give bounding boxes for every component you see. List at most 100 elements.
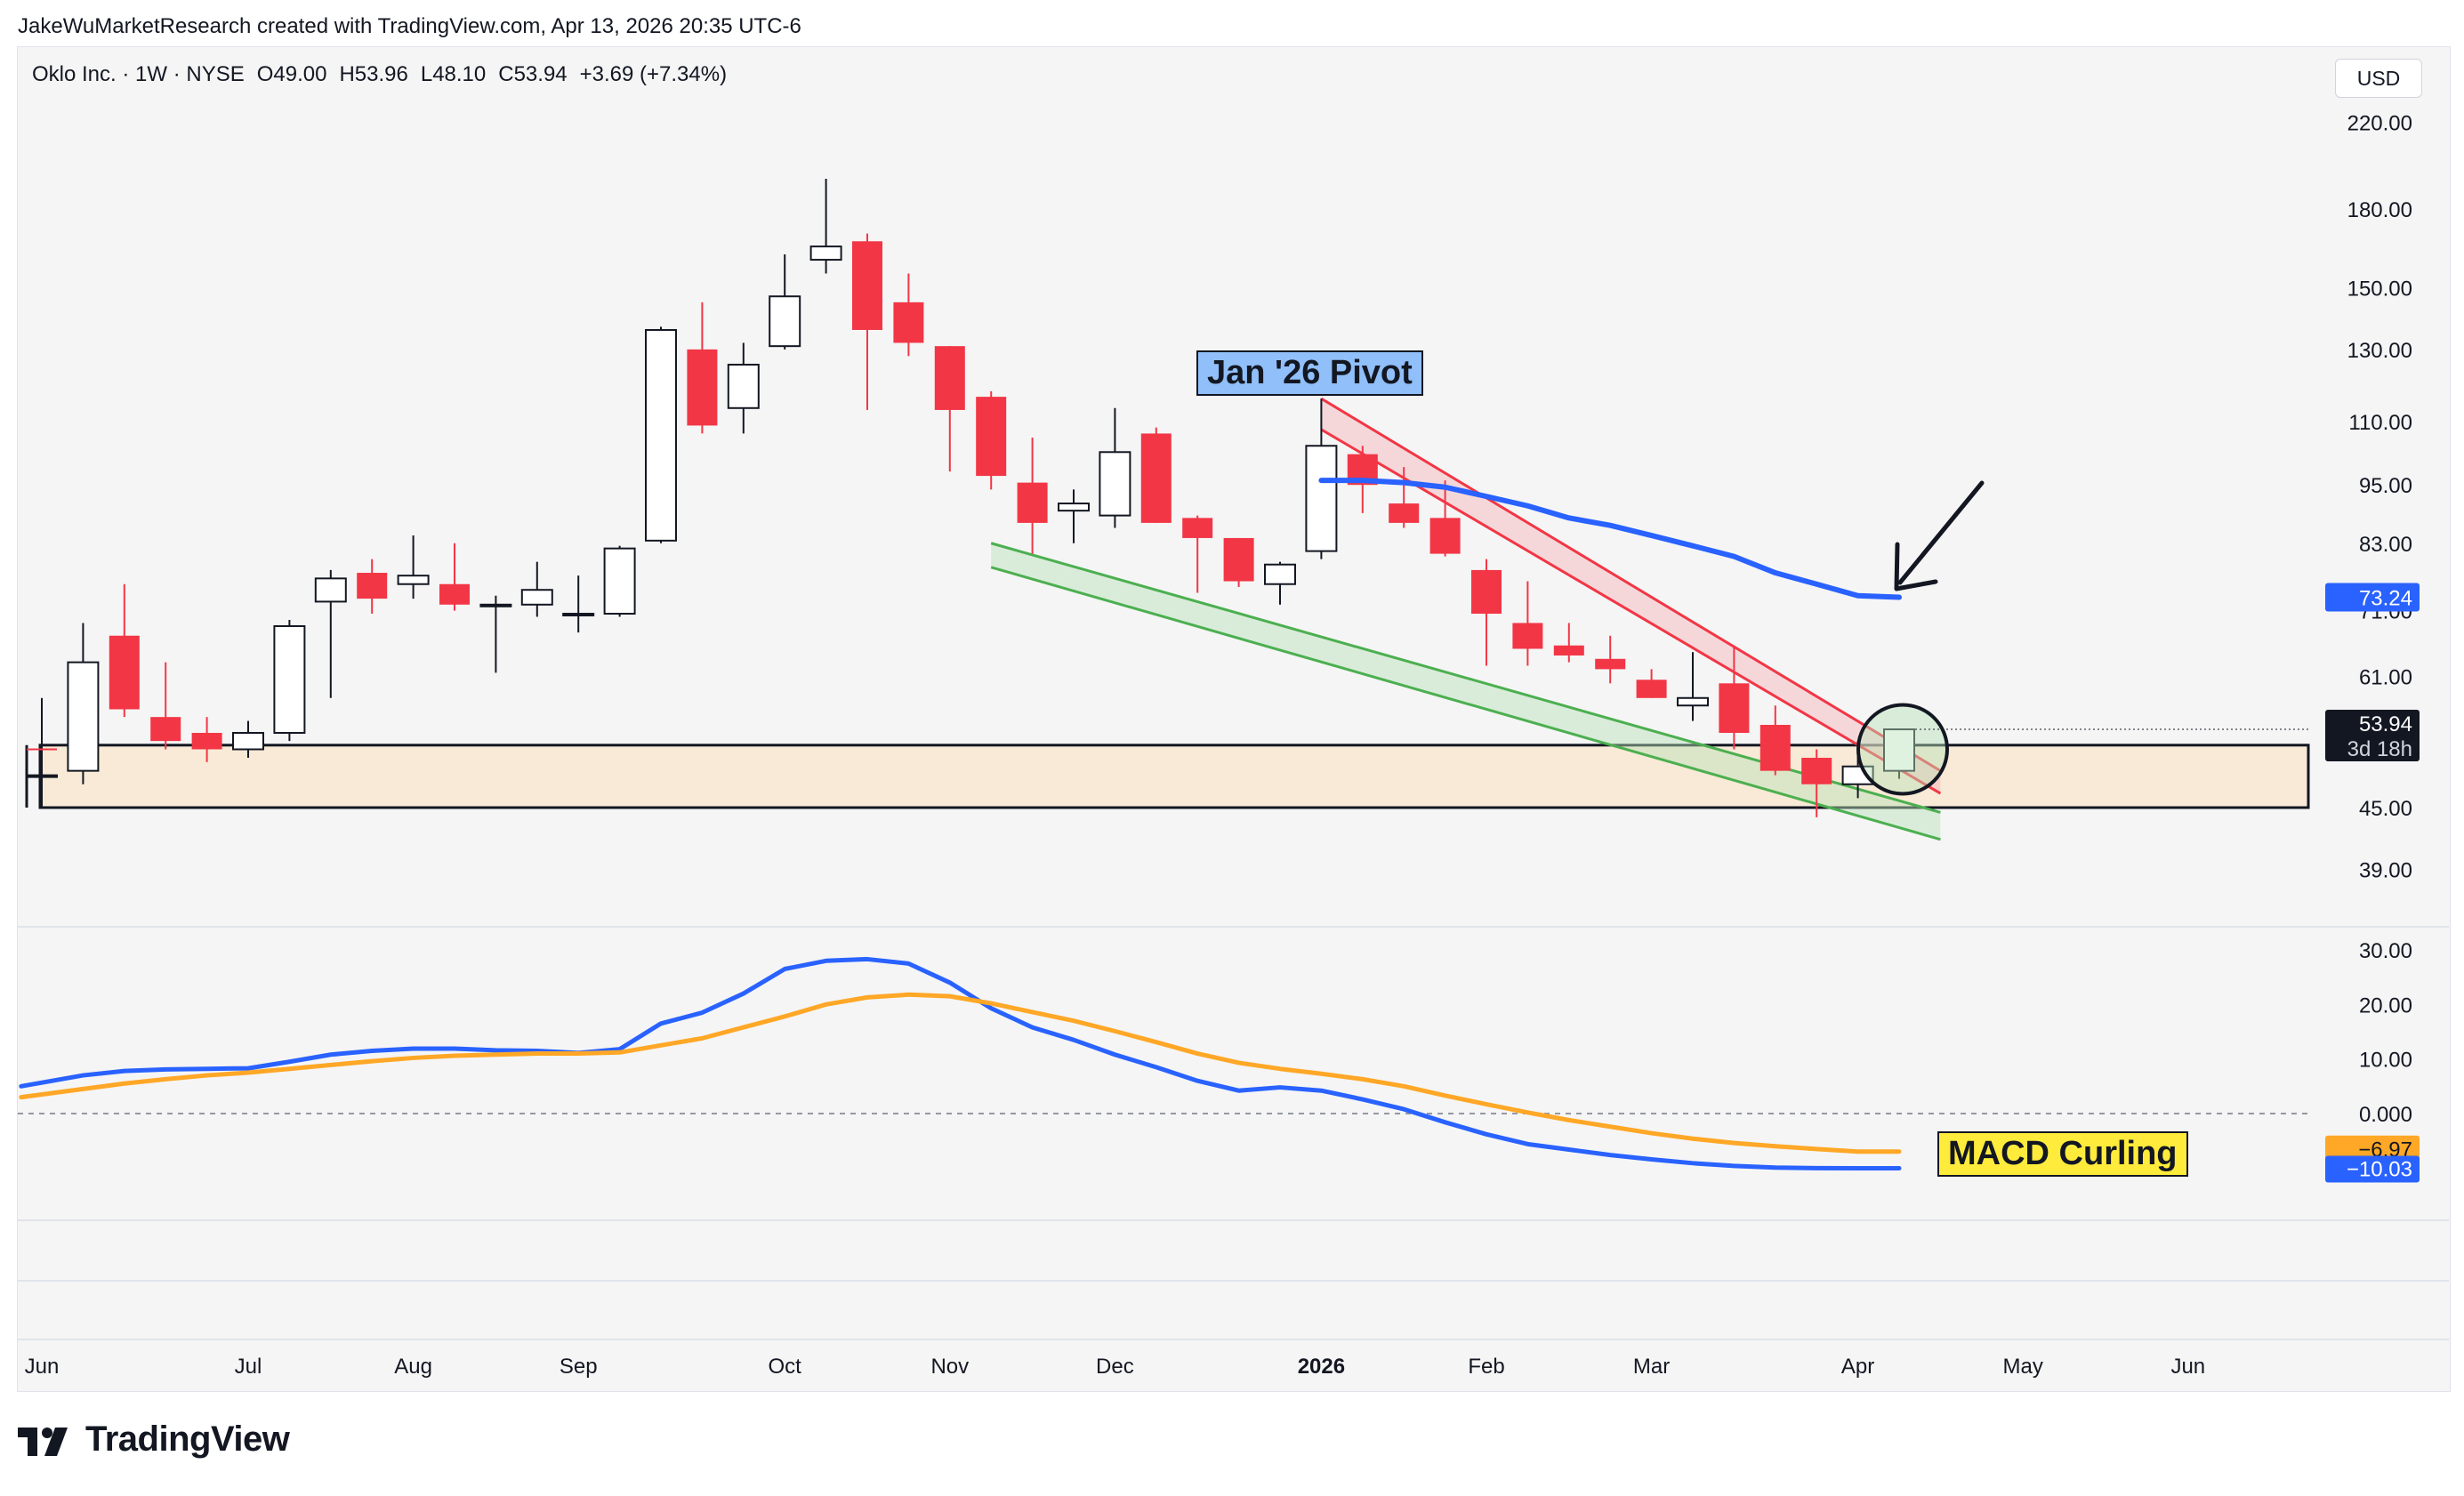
- candle-body: [191, 732, 222, 750]
- price-axis-tick: 130.00: [2347, 339, 2412, 363]
- support-zone-layer: [25, 744, 2310, 809]
- candle-body: [232, 731, 264, 751]
- candle: [1140, 427, 1172, 523]
- bar-countdown-text: 3d 18h: [2347, 737, 2412, 761]
- channel-layer: [990, 397, 1942, 841]
- legend-low: L48.10: [420, 62, 487, 86]
- candle: [191, 717, 222, 762]
- candle-body: [1512, 623, 1543, 649]
- candle: [976, 390, 1007, 490]
- candle-body: [1801, 758, 1832, 784]
- candle: [562, 575, 595, 633]
- candle: [232, 720, 264, 759]
- candle-body: [976, 397, 1007, 477]
- candle-body: [273, 624, 306, 734]
- candle: [687, 302, 718, 434]
- candle: [150, 662, 181, 750]
- support-zone: [38, 744, 2310, 809]
- time-axis-tick: Apr: [1841, 1355, 1874, 1379]
- chart-credit: JakeWuMarketResearch created with Tradin…: [18, 14, 801, 38]
- candle-body: [1140, 433, 1172, 523]
- candle-body: [67, 661, 100, 772]
- candle-body: [687, 349, 718, 426]
- price-axis-tick: 61.00: [2359, 665, 2412, 689]
- candle: [1017, 437, 1048, 554]
- legend-change: +3.69 (+7.34%): [579, 62, 728, 86]
- candle-body: [1429, 518, 1461, 554]
- candle: [1182, 515, 1213, 593]
- time-axis-tick: 2026: [1298, 1355, 1345, 1379]
- candle: [26, 697, 58, 808]
- signal-line: [19, 992, 1902, 1154]
- time-axis-tick: Oct: [769, 1355, 802, 1379]
- candle: [520, 561, 553, 617]
- candle-body: [1389, 503, 1420, 523]
- candle: [1471, 559, 1502, 666]
- candle-body: [150, 717, 181, 742]
- moving-average-layer: [1318, 478, 1902, 600]
- price-axis-tick: 220.00: [2347, 111, 2412, 135]
- green-channel-fill: [991, 543, 1941, 840]
- candle-body: [727, 363, 760, 409]
- legend-symbol: Oklo Inc. · 1W · NYSE: [32, 62, 245, 86]
- candle-body: [1017, 482, 1048, 523]
- candle: [645, 326, 677, 543]
- candle: [1389, 467, 1420, 528]
- candle-body: [809, 245, 842, 261]
- candle-body: [769, 295, 801, 348]
- candle-body: [645, 328, 677, 542]
- time-axis-tick: Mar: [1633, 1355, 1670, 1379]
- tradingview-logo-icon: [18, 1428, 68, 1457]
- ma-price-tag-bg: [2325, 583, 2420, 612]
- candle-body: [1883, 728, 1915, 772]
- ma-price-tag-text: 73.24: [2359, 586, 2412, 610]
- candle: [1429, 480, 1461, 557]
- price-axis-tick: 45.00: [2359, 797, 2412, 821]
- price-axis-tick: 180.00: [2347, 198, 2412, 222]
- candle-body: [1099, 451, 1131, 517]
- candle-body: [893, 302, 924, 343]
- candle-body: [1553, 645, 1584, 656]
- macd-layer: [18, 956, 2308, 1171]
- currency-button[interactable]: USD: [2335, 59, 2422, 98]
- candle: [893, 273, 924, 357]
- candle: [769, 254, 801, 350]
- candle: [314, 569, 347, 698]
- candle-body: [1595, 658, 1626, 670]
- candle: [1553, 623, 1584, 663]
- candle-body: [934, 346, 965, 410]
- candle: [809, 179, 842, 274]
- candle-body: [109, 635, 140, 710]
- macd-value-tag-bg: [2325, 1155, 2420, 1183]
- candle-body: [1636, 680, 1667, 698]
- candle: [1759, 705, 1791, 776]
- candle-body: [852, 241, 882, 330]
- candle: [109, 583, 140, 718]
- time-axis-tick: Nov: [930, 1355, 969, 1379]
- candle-body: [1759, 724, 1791, 771]
- candle-body: [479, 603, 512, 607]
- highlight-circle: [1856, 703, 1949, 796]
- time-axis-tick: Jun: [2170, 1355, 2205, 1379]
- candle: [1099, 407, 1131, 528]
- macd-axis-tick: 0.000: [2359, 1103, 2412, 1127]
- candle-body: [562, 613, 595, 617]
- candle: [1223, 537, 1254, 587]
- candle-body: [1719, 683, 1750, 733]
- candle-body: [1058, 503, 1090, 512]
- candle: [1719, 645, 1750, 750]
- candle-body: [520, 589, 553, 606]
- candle: [934, 346, 965, 472]
- candle: [1677, 652, 1709, 721]
- time-axis-tick: Feb: [1468, 1355, 1504, 1379]
- candles-layer: [26, 179, 1915, 817]
- candle: [1801, 749, 1832, 817]
- macd-line: [19, 956, 1902, 1171]
- overlay-layer: [27, 480, 2308, 796]
- symbol-legend: Oklo Inc. · 1W · NYSE O49.00 H53.96 L48.10 C…: [32, 62, 739, 87]
- candle-body: [357, 573, 388, 599]
- macd-axis-tick: 20.00: [2359, 993, 2412, 1017]
- price-axis-tick: 110.00: [2348, 411, 2412, 435]
- macd-value-tag-text: −10.03: [2347, 1158, 2412, 1182]
